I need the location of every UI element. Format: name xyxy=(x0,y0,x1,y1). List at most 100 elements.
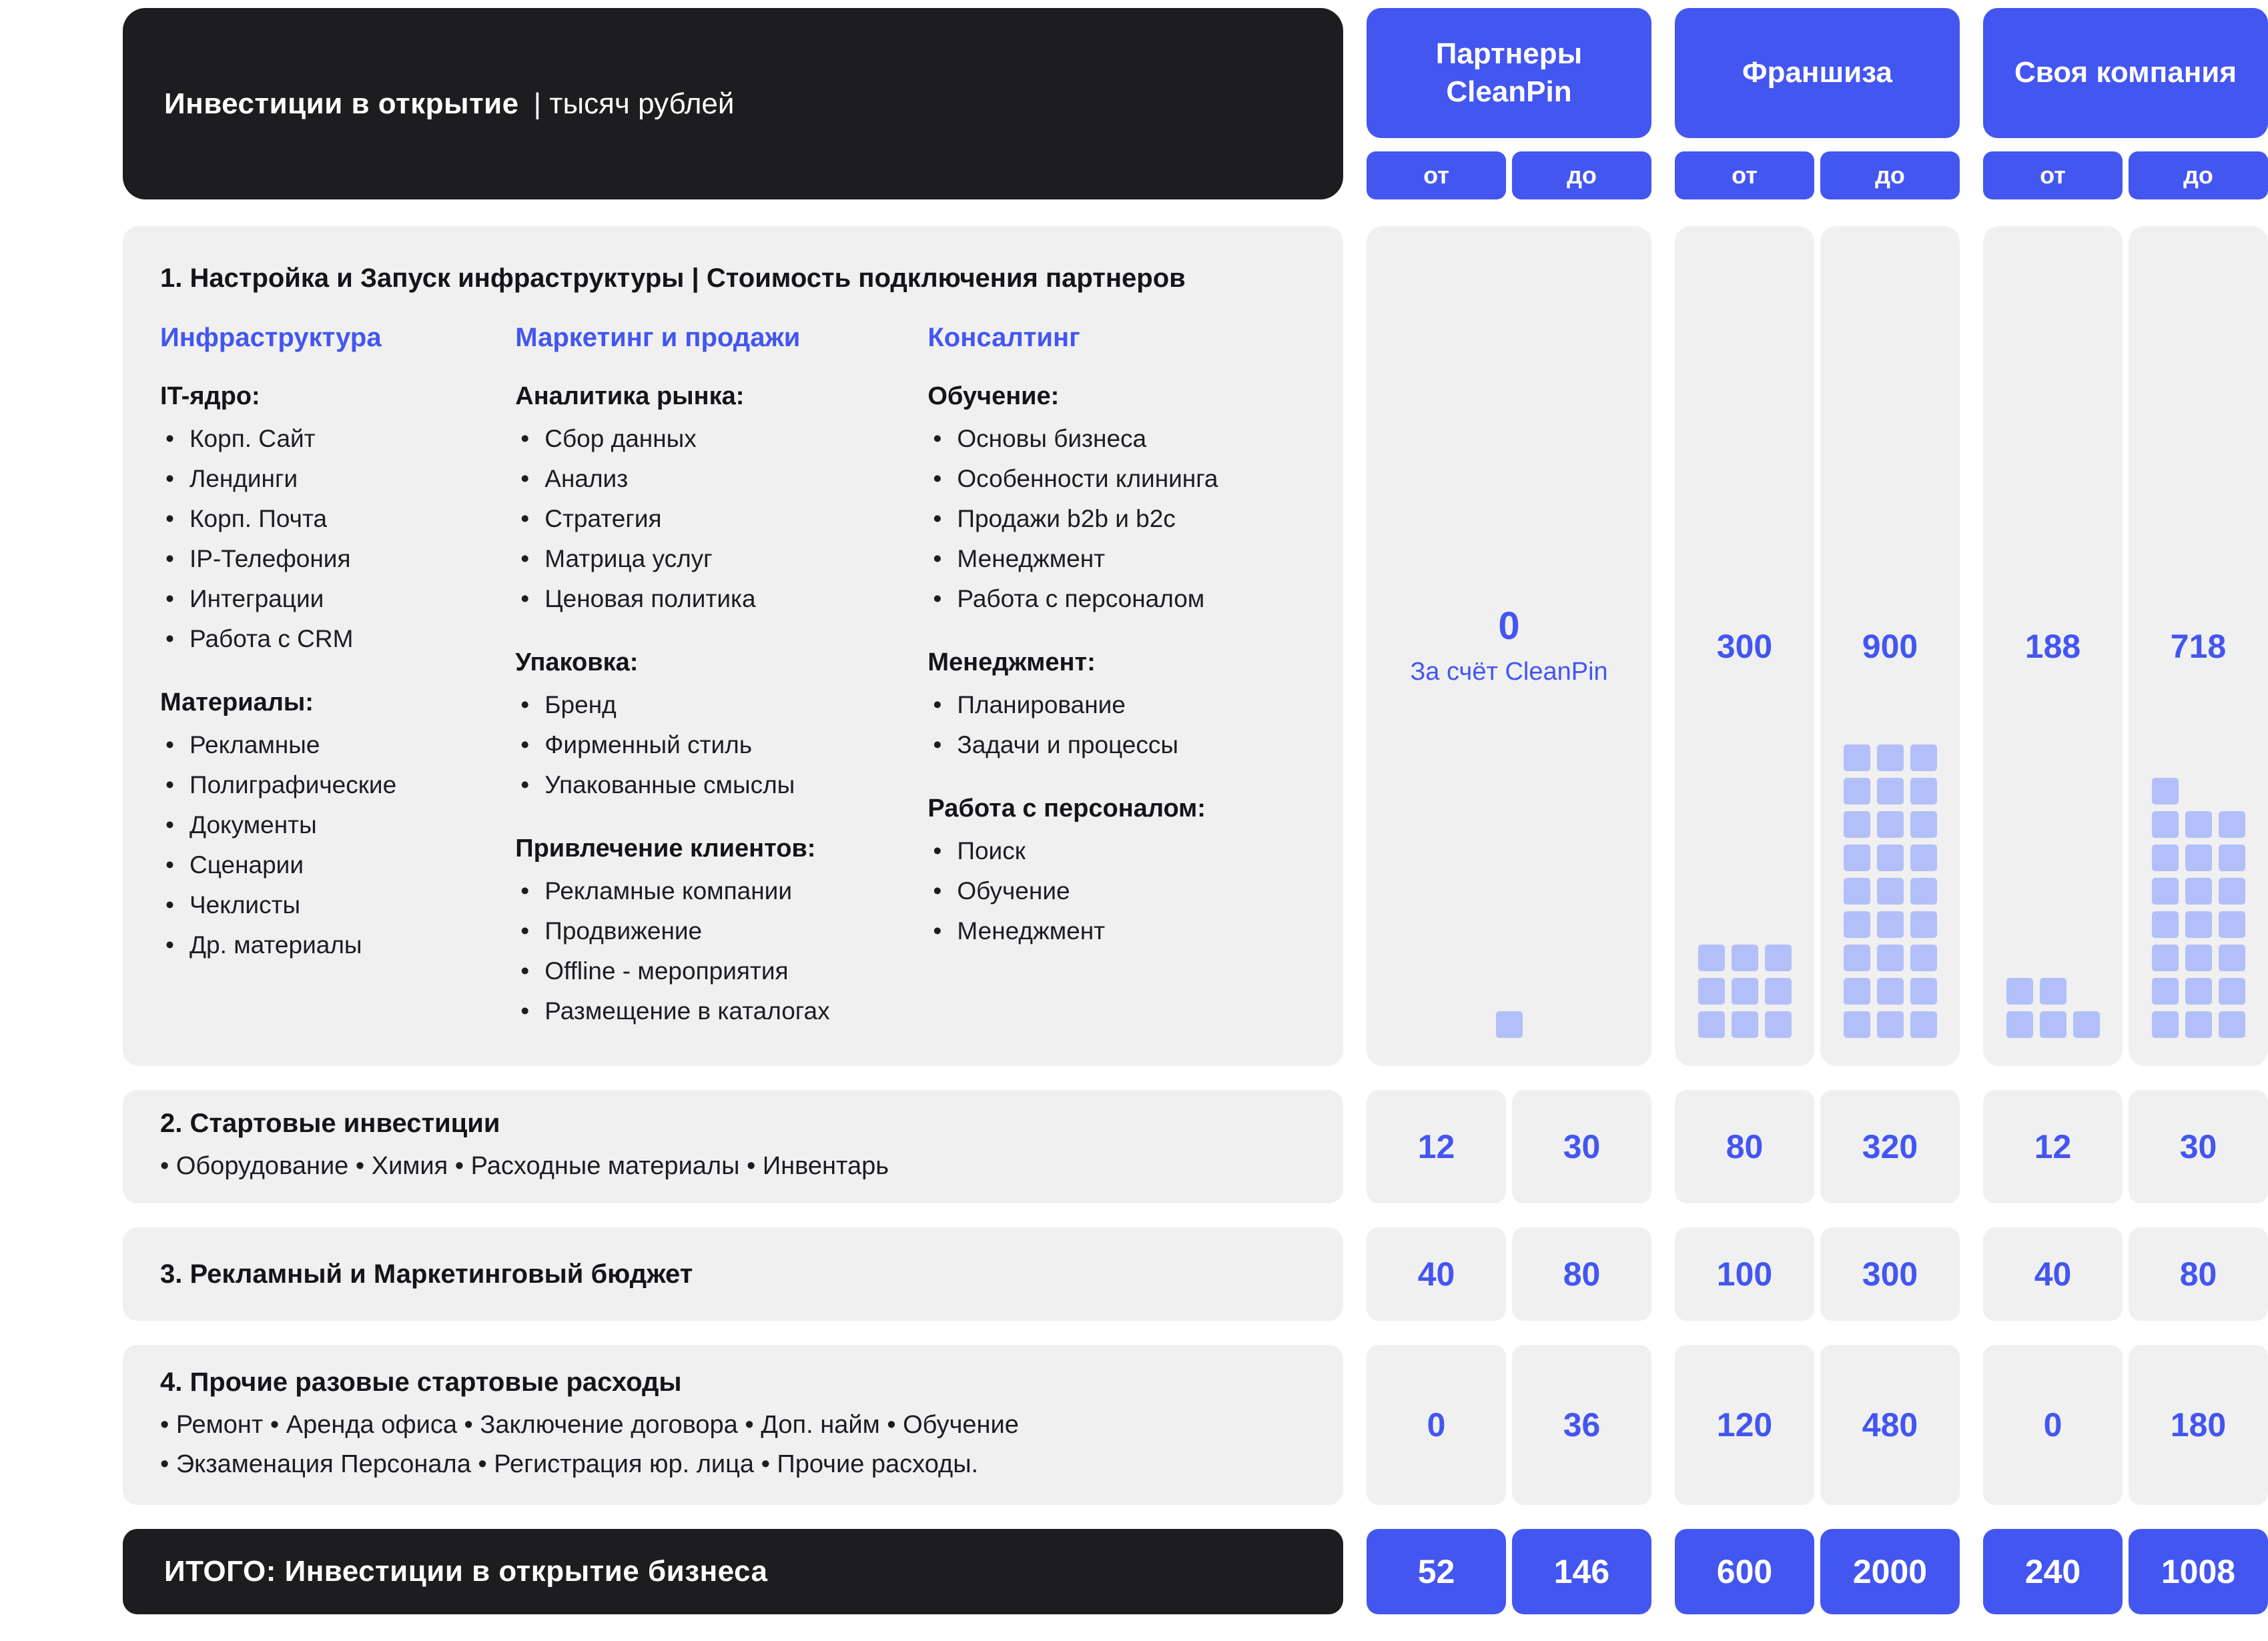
feature-group: Материалы: РекламныеПолиграфическиеДокум… xyxy=(160,688,488,965)
section-bullets: • Оборудование • Химия • Расходные матер… xyxy=(160,1152,889,1180)
value-cell: 0 xyxy=(1367,1345,1506,1506)
bullet-item: Интеграции xyxy=(160,579,488,619)
value-cell: 100 xyxy=(1675,1227,1814,1321)
franchise-setup-to: 900 xyxy=(1862,627,1918,665)
bullet-item: Сценарии xyxy=(160,845,488,885)
value-cell: 320 xyxy=(1820,1090,1960,1204)
value-cell: 480 xyxy=(1820,1345,1960,1506)
page-title-unit: | тысяч рублей xyxy=(533,87,735,120)
bullet-item: Фирменный стиль xyxy=(515,725,901,765)
section-bullets: • Ремонт • Аренда офиса • Заключение дог… xyxy=(160,1410,1019,1439)
bullet-list: Рекламные компанииПродвижениеOffline - м… xyxy=(515,871,901,1031)
feature-group: IT-ядро: Корп. СайтЛендингиКорп. ПочтаIP… xyxy=(160,382,488,659)
group-title: Обучение: xyxy=(927,382,1060,410)
section-title: 1. Настройка и Запуск инфраструктуры | С… xyxy=(160,263,1186,293)
bullet-item: Размещение в каталогах xyxy=(515,991,901,1031)
section-title: 2. Стартовые инвестиции xyxy=(160,1109,500,1138)
bullet-item: Бренд xyxy=(515,685,901,725)
section-start-investments-row: 2. Стартовые инвестиции • Оборудование •… xyxy=(123,1090,2268,1204)
bullet-item: Лендинги xyxy=(160,459,488,499)
bullet-list: Корп. СайтЛендингиКорп. ПочтаIP-Телефони… xyxy=(160,419,488,659)
bullet-item: Особенности клининга xyxy=(927,459,1279,499)
value-cell: 80 xyxy=(2129,1227,2268,1321)
bullet-item: Документы xyxy=(160,805,488,845)
bullet-item: Продажи b2b и b2c xyxy=(927,499,1279,539)
range-chip-franchise-to: до xyxy=(1820,151,1960,199)
pixel-decoration xyxy=(1495,1011,1523,1038)
section-start-investments-panel: 2. Стартовые инвестиции • Оборудование •… xyxy=(123,1090,1343,1204)
value-cell: 30 xyxy=(1512,1090,1651,1204)
range-chip-partners-from: от xyxy=(1367,151,1506,199)
totals-row: ИТОГО: Инвестиции в открытие бизнеса 52 … xyxy=(123,1529,2268,1615)
section-title: 3. Рекламный и Маркетинговый бюджет xyxy=(160,1259,693,1289)
value-cell: 12 xyxy=(1983,1090,2123,1204)
pixel-decoration xyxy=(2006,978,2100,1038)
category-heading: Маркетинг и продажи xyxy=(515,323,801,352)
value-cell-franchise-setup-from: 300 xyxy=(1675,226,1814,1066)
range-chip-own-to: до xyxy=(2129,151,2268,199)
partners-setup-note: За счёт CleanPin xyxy=(1410,657,1608,686)
section-setup-panel: 1. Настройка и Запуск инфраструктуры | С… xyxy=(123,226,1343,1066)
group-title: Материалы: xyxy=(160,688,314,716)
section-setup-row: 1. Настройка и Запуск инфраструктуры | С… xyxy=(123,226,2268,1066)
header-row: Инвестиции в открытие | тысяч рублей Пар… xyxy=(123,8,2268,199)
bullet-item: Чеклисты xyxy=(160,885,488,925)
bullet-list: Основы бизнесаОсобенности клинингаПродаж… xyxy=(927,419,1279,619)
column-header-own-company: Своя компания xyxy=(1983,8,2268,138)
bullet-item: Полиграфические xyxy=(160,765,488,805)
value-cell: 180 xyxy=(2129,1345,2268,1506)
page-title: Инвестиции в открытие xyxy=(164,87,519,120)
feature-group: Аналитика рынка: Сбор данныхАнализСтрате… xyxy=(515,382,901,619)
group-title: Работа с персоналом: xyxy=(927,794,1206,823)
value-cell: 0 xyxy=(1983,1345,2123,1506)
category-heading: Инфраструктура xyxy=(160,323,382,352)
bullet-item: Упакованные смыслы xyxy=(515,765,901,805)
range-chip-partners-to: до xyxy=(1512,151,1651,199)
section-bullets: • Экзаменация Персонала • Регистрация юр… xyxy=(160,1450,979,1478)
total-cell: 2000 xyxy=(1820,1529,1960,1615)
bullet-item: Работа с персоналом xyxy=(927,579,1279,619)
total-cell: 146 xyxy=(1512,1529,1651,1615)
value-cell: 40 xyxy=(1983,1227,2123,1321)
feature-group: Менеджмент: ПланированиеЗадачи и процесс… xyxy=(927,648,1279,765)
bullet-item: Корп. Почта xyxy=(160,499,488,539)
bullet-item: Offline - мероприятия xyxy=(515,951,901,991)
bullet-list: РекламныеПолиграфическиеДокументыСценари… xyxy=(160,725,488,965)
bullet-item: Обучение xyxy=(927,871,1279,911)
category-consulting: Консалтинг Обучение: Основы бизнесаОсобе… xyxy=(927,323,1306,1031)
bullet-item: Рекламные xyxy=(160,725,488,765)
bullet-item: IP-Телефония xyxy=(160,539,488,579)
value-cell: 120 xyxy=(1675,1345,1814,1506)
bullet-item: Корп. Сайт xyxy=(160,419,488,459)
feature-group: Упаковка: БрендФирменный стильУпакованны… xyxy=(515,648,901,805)
value-cell-franchise-setup-to: 900 xyxy=(1820,226,1960,1066)
group-title: Привлечение клиентов: xyxy=(515,835,816,863)
value-cell-partners-setup: 0 За счёт CleanPin xyxy=(1367,226,1651,1066)
section-other-costs-row: 4. Прочие разовые стартовые расходы • Ре… xyxy=(123,1345,2268,1506)
value-cell: 36 xyxy=(1512,1345,1651,1506)
feature-group: Привлечение клиентов: Рекламные компании… xyxy=(515,835,901,1031)
total-cell: 52 xyxy=(1367,1529,1506,1615)
total-cell: 600 xyxy=(1675,1529,1814,1615)
value-cell: 40 xyxy=(1367,1227,1506,1321)
category-heading: Консалтинг xyxy=(927,323,1080,352)
bullet-item: Задачи и процессы xyxy=(927,725,1279,765)
bullet-item: Работа с CRM xyxy=(160,619,488,659)
bullet-list: ПланированиеЗадачи и процессы xyxy=(927,685,1279,765)
value-cell: 30 xyxy=(2129,1090,2268,1204)
feature-group: Обучение: Основы бизнесаОсобенности клин… xyxy=(927,382,1279,619)
value-cell: 80 xyxy=(1675,1090,1814,1204)
pixel-decoration xyxy=(1697,945,1792,1038)
value-cell: 80 xyxy=(1512,1227,1651,1321)
section-marketing-budget-panel: 3. Рекламный и Маркетинговый бюджет xyxy=(123,1227,1343,1321)
category-marketing: Маркетинг и продажи Аналитика рынка: Сбо… xyxy=(515,323,927,1031)
group-title: Упаковка: xyxy=(515,648,639,676)
section-title: 4. Прочие разовые стартовые расходы xyxy=(160,1367,682,1397)
bullet-item: Рекламные компании xyxy=(515,871,901,911)
total-cell: 240 xyxy=(1983,1529,2123,1615)
bullet-list: БрендФирменный стильУпакованные смыслы xyxy=(515,685,901,805)
pixel-decoration xyxy=(2151,778,2245,1038)
bullet-item: Менеджмент xyxy=(927,539,1279,579)
bullet-item: Сбор данных xyxy=(515,419,901,459)
